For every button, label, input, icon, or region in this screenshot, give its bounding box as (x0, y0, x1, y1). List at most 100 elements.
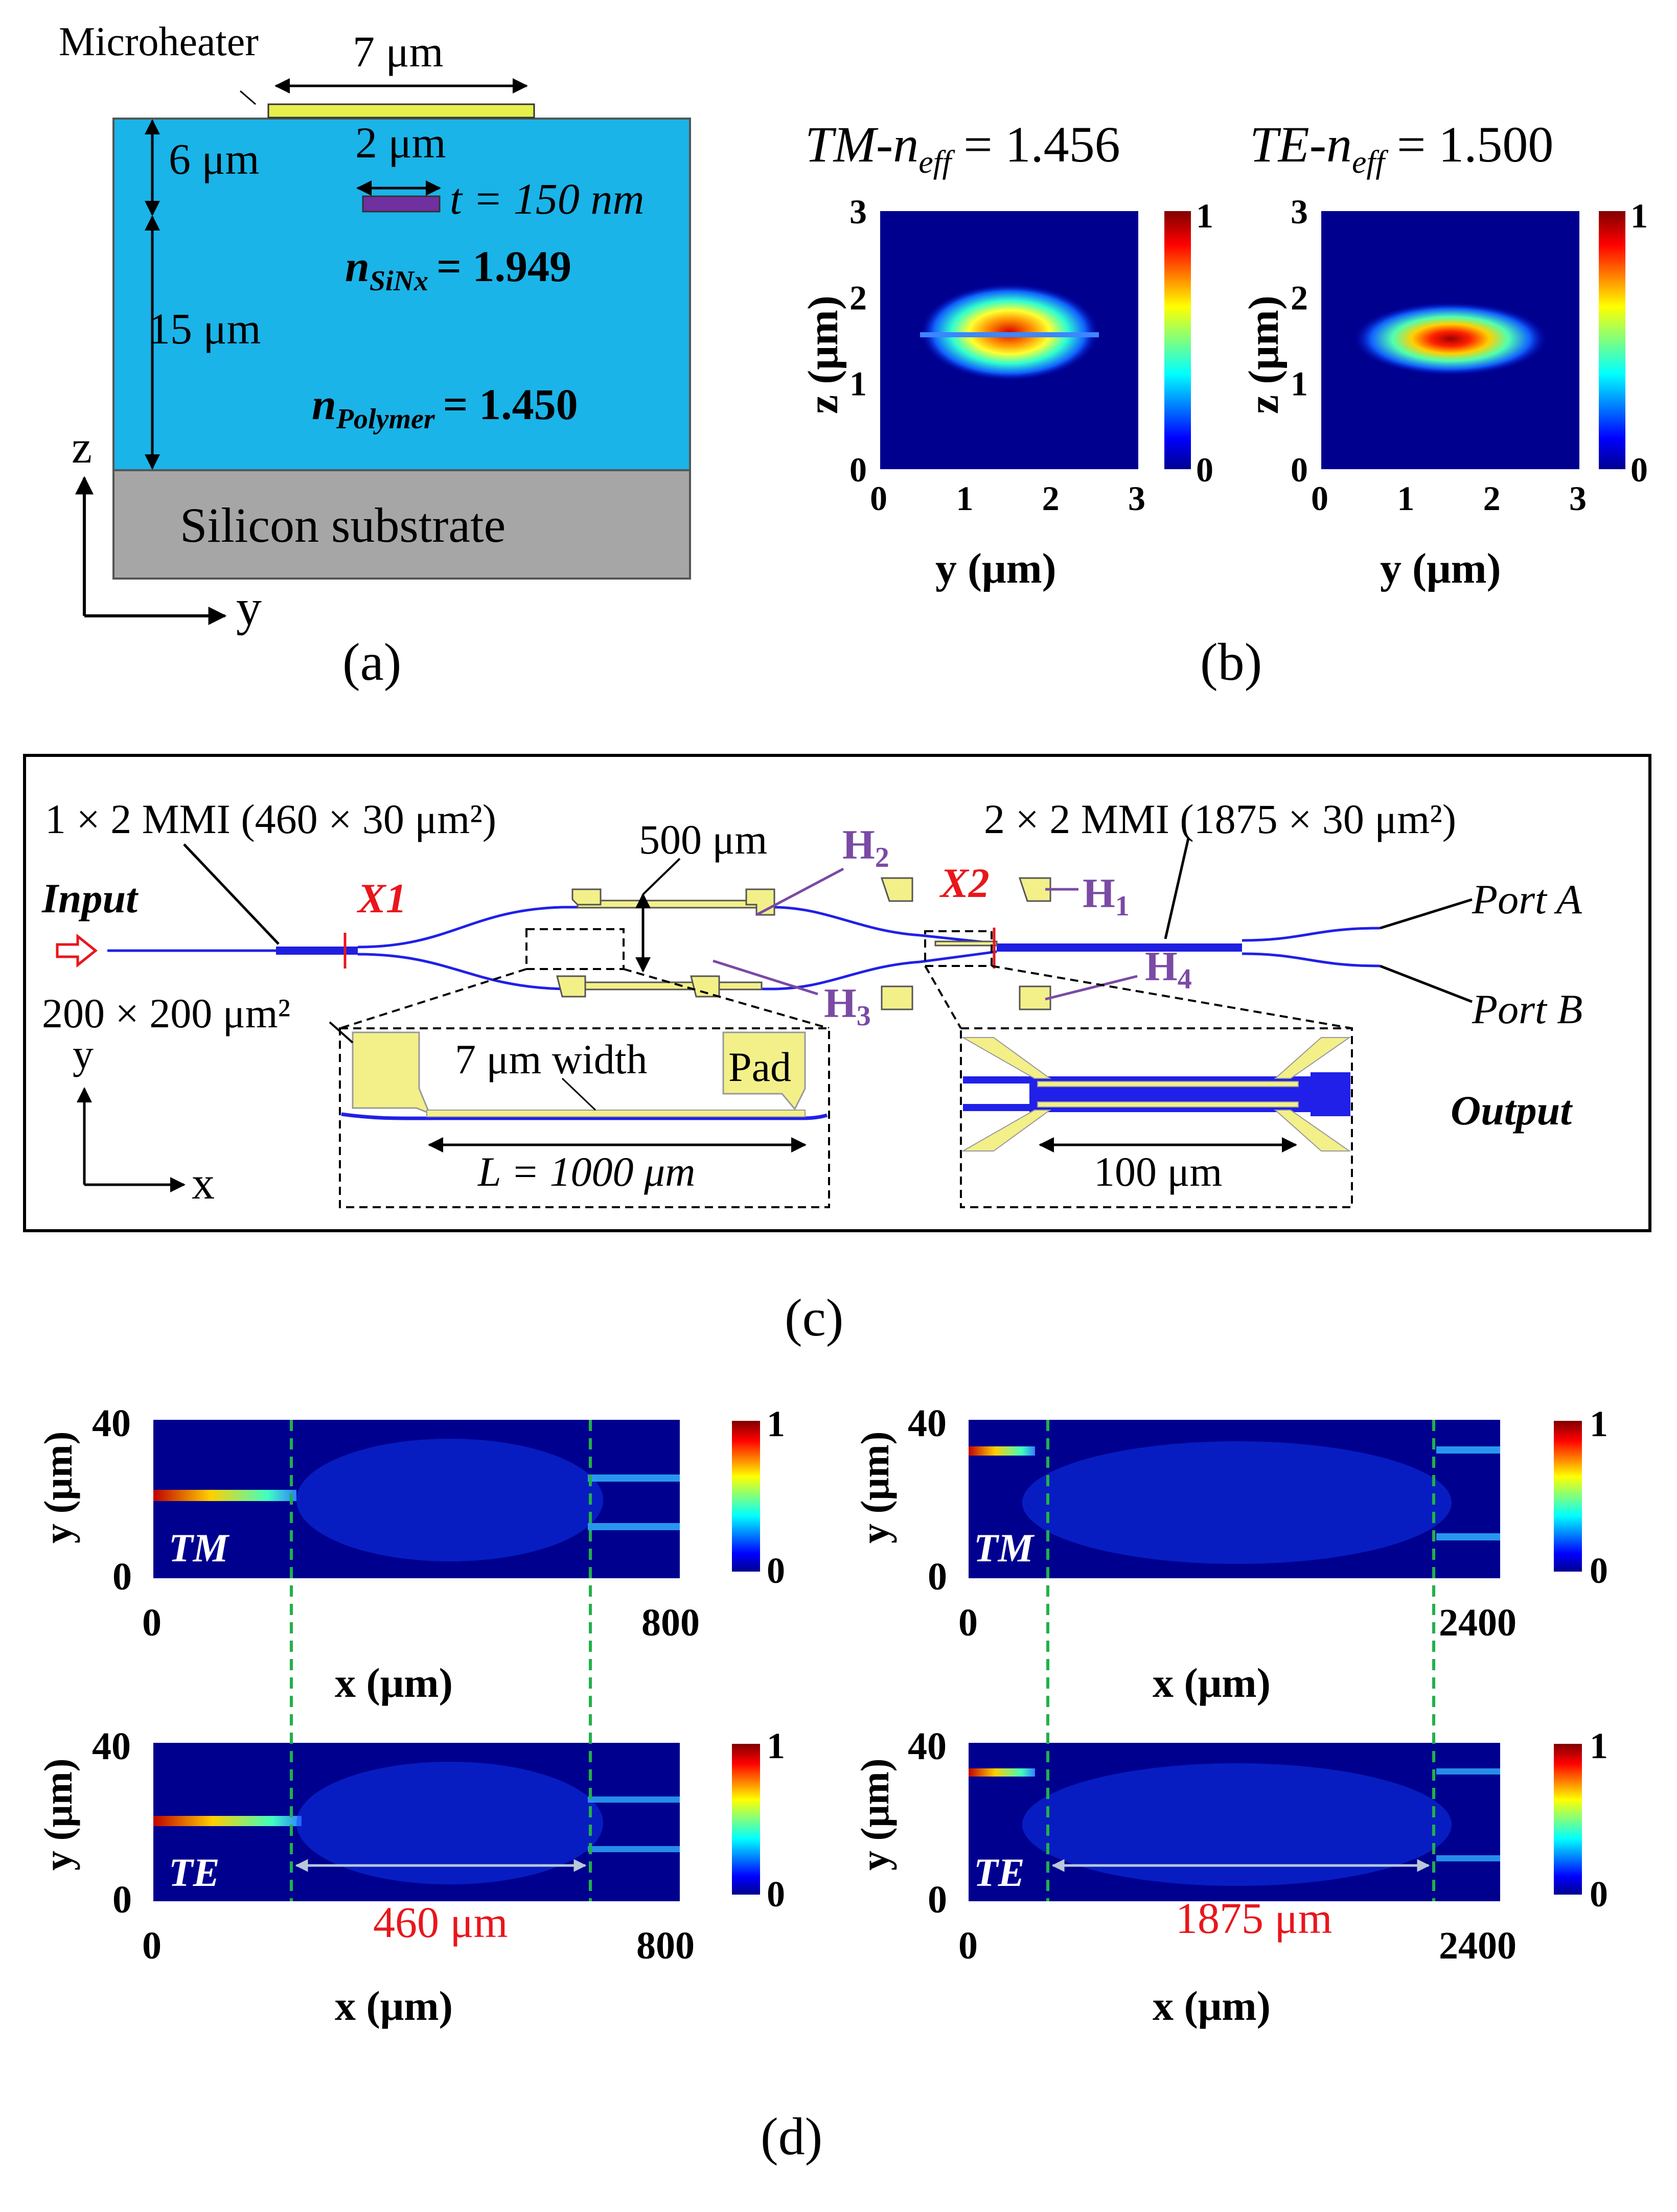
sinx-core (362, 195, 441, 213)
heater-strip (426, 1110, 806, 1117)
cb2-min: 0 (767, 1874, 785, 1915)
tm-neff-title: TM-neff = 1.456 (805, 116, 1120, 180)
ytick-40-c: 40 (908, 1402, 947, 1445)
mmi-heaters (880, 877, 1051, 1010)
xtick-2400-d: 2400 (1439, 1924, 1517, 1967)
xlabel-d3: x (μm) (1153, 1660, 1271, 1706)
tm-xtick: 2 (1042, 479, 1060, 518)
heater-width-label: 7 μm width (455, 1036, 648, 1082)
xtick-0-d: 0 (958, 1924, 978, 1967)
axis-y-c: y (73, 1031, 94, 1077)
xtick-0-c: 0 (958, 1601, 978, 1644)
inset-length-label: 100 μm (1094, 1148, 1222, 1195)
thickness-label: t = 150 nm (450, 174, 645, 223)
xlabel-d4: x (μm) (1153, 1983, 1271, 2029)
te-ytick: 0 (1291, 450, 1308, 489)
te-neff-title: TE-neff = 1.500 (1250, 116, 1553, 180)
h2-label: H2 (842, 821, 889, 873)
colorbar-d1 (732, 1421, 760, 1572)
cb3-min: 0 (1590, 1550, 1608, 1591)
cb4-min: 0 (1590, 1874, 1608, 1915)
core-width-label: 2 μm (355, 118, 446, 167)
te-colorbar-max: 1 (1630, 196, 1648, 235)
output-label: Output (1451, 1087, 1573, 1134)
ytick-0-b: 0 (112, 1878, 132, 1921)
axis-x-c: x (192, 1158, 215, 1209)
mmi2-label: 2 × 2 MMI (1875 × 30 μm²) (984, 796, 1456, 842)
panel-d-label: (d) (761, 2107, 822, 2166)
substrate-label: Silicon substrate (180, 498, 506, 552)
port-b-label: Port B (1472, 986, 1582, 1032)
panel-a-label: (a) (342, 633, 401, 692)
right-pad (722, 1031, 806, 1111)
panel-a: Microheater 7 μm 2 μm t = 150 nm 6 μm 15… (59, 19, 691, 692)
h3-label: H3 (824, 980, 871, 1032)
dim-460: 460 μm (373, 1898, 508, 1947)
length-label: L = 1000 μm (477, 1148, 695, 1195)
n-sinx-label: nSiNx = 1.949 (345, 242, 571, 297)
xtick-0-b: 0 (142, 1924, 162, 1967)
te-tag-left: TE (169, 1850, 220, 1895)
ytick-0-d: 0 (928, 1878, 947, 1921)
tm-ytick: 3 (849, 192, 867, 231)
te-xtick: 1 (1397, 479, 1414, 518)
lower-cladding-label: 15 μm (148, 304, 261, 353)
te-colorbar (1599, 211, 1625, 469)
cb3-max: 1 (1590, 1403, 1608, 1444)
xlabel-d1: x (μm) (335, 1660, 453, 1706)
input-arrow-icon (56, 933, 98, 968)
xlabel-d2: x (μm) (335, 1983, 453, 2029)
microheater-label: Microheater (59, 19, 259, 64)
ytick-40-b: 40 (92, 1725, 131, 1768)
tm-xtick: 3 (1128, 479, 1145, 518)
axis-y: y (236, 579, 262, 636)
ylabel-d4: y (μm) (853, 1758, 897, 1871)
upper-cladding-label: 6 μm (169, 134, 260, 183)
ytick-40-d: 40 (908, 1725, 947, 1768)
tm-ytick: 0 (849, 450, 867, 489)
ytick-0-a: 0 (112, 1555, 132, 1598)
mmi-inset-heaters (961, 1037, 1351, 1151)
cb1-min: 0 (767, 1550, 785, 1591)
mmi-2x2-inputs (920, 934, 997, 963)
panel-c-frame (23, 754, 1651, 1232)
port-a-label: Port A (1472, 876, 1582, 923)
polymer-cladding (112, 118, 691, 471)
te-colorbar-min: 0 (1630, 450, 1648, 489)
x2-label: X2 (939, 860, 990, 906)
te-ytick: 2 (1291, 278, 1308, 317)
tm-colorbar-min: 0 (1196, 450, 1213, 489)
cb4-max: 1 (1590, 1725, 1608, 1766)
field-plot-tm-2x2 (969, 1420, 1500, 1578)
ylabel-d3: y (μm) (853, 1431, 897, 1543)
te-xlabel: y (μm) (1380, 545, 1501, 592)
te-xtick: 0 (1311, 479, 1328, 518)
left-pad (352, 1031, 431, 1115)
ylabel-d1: y (μm) (36, 1431, 80, 1543)
pad-size-label: 200 × 200 μm² (42, 990, 290, 1036)
ytick-0-c: 0 (928, 1555, 947, 1598)
tm-colorbar-max: 1 (1196, 196, 1213, 235)
microheater (267, 103, 535, 119)
tm-xtick: 0 (870, 479, 887, 518)
silicon-substrate (112, 469, 691, 580)
te-xtick: 3 (1569, 479, 1587, 518)
xtick-800-a: 800 (641, 1601, 700, 1644)
te-axes: 00 1 1 2 2 3 3 (1291, 192, 1587, 518)
xtick-0-a: 0 (142, 1601, 162, 1644)
dim-1875: 1875 μm (1176, 1894, 1333, 1943)
heater-width-label: 7 μm (353, 27, 444, 76)
field-plot-tm-1x2 (153, 1420, 680, 1578)
input-label: Input (41, 875, 139, 921)
mmi1-label: 1 × 2 MMI (460 × 30 μm²) (45, 796, 496, 842)
colorbar-d3 (1554, 1421, 1582, 1572)
panel-b: TM-neff = 1.456 TE-neff = 1.500 1 0 1 0 00… (799, 116, 1648, 692)
mmi-1x2 (276, 947, 358, 955)
tm-tag-left: TM (169, 1526, 230, 1570)
xtick-800-b: 800 (636, 1924, 695, 1967)
te-ytick: 3 (1291, 192, 1308, 231)
te-xtick: 2 (1483, 479, 1501, 518)
te-ylabel: z (μm) (1240, 295, 1288, 414)
colorbar-d4 (1554, 1744, 1582, 1895)
